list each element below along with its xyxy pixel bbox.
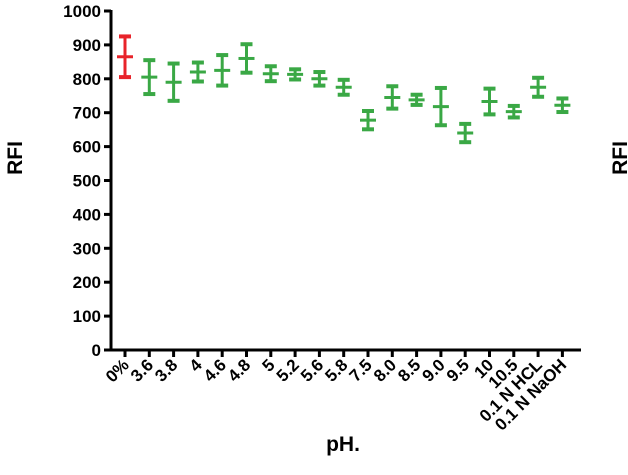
y-tick-label: 100 <box>73 307 101 326</box>
y-tick-label: 600 <box>73 138 101 157</box>
error-bar-point <box>117 34 133 80</box>
y-tick-label: 1000 <box>63 2 101 21</box>
error-bar-point <box>214 53 231 88</box>
error-bar-point <box>189 60 206 84</box>
y-tick-label: 800 <box>73 70 101 89</box>
x-category-label: 3.8 <box>151 355 181 385</box>
error-bar-point <box>141 58 158 97</box>
y-tick-label: 200 <box>73 273 101 292</box>
x-axis-title: pH. <box>326 433 360 456</box>
error-bar-point <box>505 103 522 120</box>
error-bar-point <box>360 109 376 132</box>
x-category-label: 4.8 <box>224 355 254 385</box>
error-bar-point <box>238 42 255 75</box>
y-axis-title: RFI <box>4 141 27 175</box>
y-tick-label: 300 <box>73 239 101 258</box>
error-bar-point <box>408 92 425 107</box>
error-bar-point <box>165 61 182 103</box>
error-bar-point <box>335 77 352 97</box>
error-bar-point <box>432 85 449 128</box>
error-bar-point <box>287 67 304 82</box>
y-axis-ticks: 0 100 200 300 400 500 600 700 800 900 1000 <box>63 2 111 360</box>
error-bar-point <box>481 86 498 117</box>
y-tick-label: 700 <box>73 104 101 123</box>
error-bar-point <box>262 64 279 84</box>
error-bar-point <box>384 84 401 111</box>
error-bar-point <box>311 70 328 88</box>
x-axis-ticks: 0%3.63.8 44.64.8 55.25.65.87.58.08.59.09.5… <box>102 350 570 434</box>
y-tick-label: 900 <box>73 36 101 55</box>
y-tick-label: 500 <box>73 172 101 191</box>
y-tick-label: 0 <box>92 341 101 360</box>
error-bar-point <box>554 96 571 115</box>
data-points <box>117 34 571 145</box>
partial-right-axis-title: RFI <box>609 141 628 175</box>
error-bar-point <box>457 121 474 145</box>
y-tick-label: 400 <box>73 205 101 224</box>
error-bar-point <box>530 75 547 99</box>
x-category-label: 9.5 <box>443 355 473 385</box>
